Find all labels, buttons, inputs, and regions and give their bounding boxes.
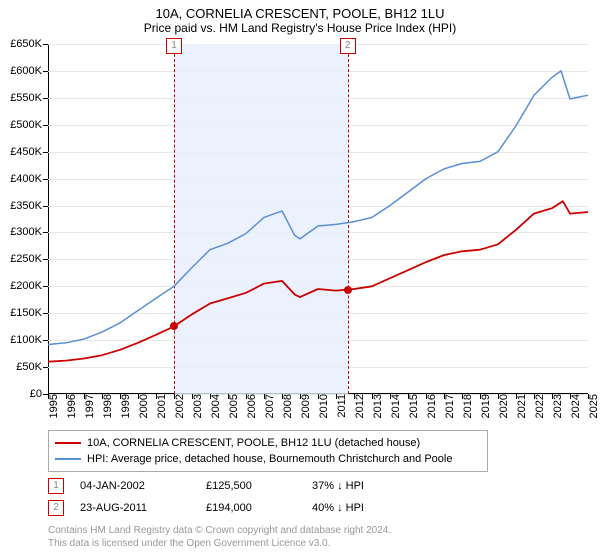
transaction-row: 1 04-JAN-2002 £125,500 37% ↓ HPI	[48, 475, 588, 497]
series-line-hpi	[48, 71, 588, 345]
x-tick-label: 2021	[516, 394, 528, 424]
y-tick-label: £500K	[0, 119, 42, 131]
y-tick-label: £550K	[0, 92, 42, 104]
x-tick-label: 2008	[282, 394, 294, 424]
transaction-hpi-diff: 40% ↓ HPI	[312, 502, 402, 514]
event-marker	[170, 322, 178, 330]
x-tick-label: 1995	[48, 394, 60, 424]
y-tick-label: £200K	[0, 280, 42, 292]
x-tick-label: 2024	[570, 394, 582, 424]
chart-lines-svg	[48, 44, 588, 394]
chart-title: 10A, CORNELIA CRESCENT, POOLE, BH12 1LU	[0, 0, 600, 21]
transaction-marker: 2	[48, 500, 64, 516]
x-tick-label: 2012	[354, 394, 366, 424]
transaction-hpi-diff: 37% ↓ HPI	[312, 480, 402, 492]
y-tick-label: £400K	[0, 173, 42, 185]
x-tick-label: 2013	[372, 394, 384, 424]
x-tick-label: 2014	[390, 394, 402, 424]
x-tick-label: 2000	[138, 394, 150, 424]
footnote: Contains HM Land Registry data © Crown c…	[48, 524, 568, 550]
x-tick-label: 1998	[102, 394, 114, 424]
legend-swatch	[55, 458, 81, 460]
y-tick-label: £450K	[0, 146, 42, 158]
x-tick-label: 2018	[462, 394, 474, 424]
x-tick-label: 2015	[408, 394, 420, 424]
transaction-price: £125,500	[206, 480, 296, 492]
y-tick-label: £0	[0, 388, 42, 400]
x-tick-label: 2017	[444, 394, 456, 424]
x-tick-label: 2003	[192, 394, 204, 424]
transaction-marker: 1	[48, 478, 64, 494]
legend-label: 10A, CORNELIA CRESCENT, POOLE, BH12 1LU …	[87, 437, 420, 449]
x-tick-label: 2009	[300, 394, 312, 424]
x-tick-label: 2002	[174, 394, 186, 424]
footnote-line2: This data is licensed under the Open Gov…	[48, 537, 568, 550]
x-tick-label: 2019	[480, 394, 492, 424]
legend-swatch	[55, 442, 81, 444]
legend-label: HPI: Average price, detached house, Bour…	[87, 453, 452, 465]
transaction-date: 04-JAN-2002	[80, 480, 190, 492]
x-tick-label: 2025	[588, 394, 600, 424]
event-marker-label: 1	[166, 38, 182, 54]
y-tick-label: £250K	[0, 253, 42, 265]
x-tick-label: 2007	[264, 394, 276, 424]
x-tick-label: 2006	[246, 394, 258, 424]
x-tick-label: 2010	[318, 394, 330, 424]
y-tick-label: £600K	[0, 65, 42, 77]
y-tick-label: £100K	[0, 334, 42, 346]
legend-row: 10A, CORNELIA CRESCENT, POOLE, BH12 1LU …	[55, 435, 481, 451]
chart-plot-area: £0£50K£100K£150K£200K£250K£300K£350K£400…	[48, 44, 588, 394]
y-tick-label: £150K	[0, 307, 42, 319]
transactions-table: 1 04-JAN-2002 £125,500 37% ↓ HPI 2 23-AUG-201…	[48, 475, 588, 519]
chart-container: 10A, CORNELIA CRESCENT, POOLE, BH12 1LU …	[0, 0, 600, 560]
legend-row: HPI: Average price, detached house, Bour…	[55, 451, 481, 467]
x-tick-label: 1999	[120, 394, 132, 424]
x-tick-label: 2005	[228, 394, 240, 424]
x-tick-label: 2020	[498, 394, 510, 424]
x-tick-label: 2016	[426, 394, 438, 424]
x-tick-label: 1996	[66, 394, 78, 424]
chart-subtitle: Price paid vs. HM Land Registry's House …	[0, 21, 600, 39]
x-tick-label: 2023	[552, 394, 564, 424]
event-marker-label: 2	[340, 38, 356, 54]
transaction-row: 2 23-AUG-2011 £194,000 40% ↓ HPI	[48, 497, 588, 519]
x-tick-label: 2004	[210, 394, 222, 424]
x-tick-label: 2011	[336, 394, 348, 424]
x-tick-label: 2001	[156, 394, 168, 424]
y-tick-label: £50K	[0, 361, 42, 373]
event-marker	[344, 286, 352, 294]
y-tick-label: £300K	[0, 226, 42, 238]
legend-box: 10A, CORNELIA CRESCENT, POOLE, BH12 1LU …	[48, 430, 488, 472]
x-tick-label: 1997	[84, 394, 96, 424]
transaction-date: 23-AUG-2011	[80, 502, 190, 514]
transaction-price: £194,000	[206, 502, 296, 514]
footnote-line1: Contains HM Land Registry data © Crown c…	[48, 524, 568, 537]
y-tick-label: £650K	[0, 38, 42, 50]
y-tick-label: £350K	[0, 200, 42, 212]
x-tick-label: 2022	[534, 394, 546, 424]
